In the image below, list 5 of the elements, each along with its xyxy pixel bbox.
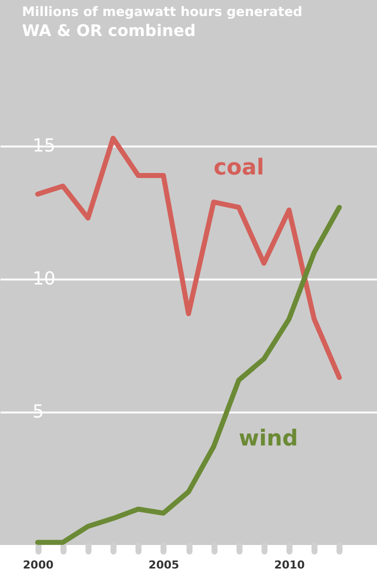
series-label: coal xyxy=(214,155,264,180)
series-label: wind xyxy=(238,426,298,452)
x-tick-label: 2000 xyxy=(22,558,54,572)
x-tick-label: 2010 xyxy=(274,558,306,572)
x-tick-label: 2005 xyxy=(148,558,180,572)
